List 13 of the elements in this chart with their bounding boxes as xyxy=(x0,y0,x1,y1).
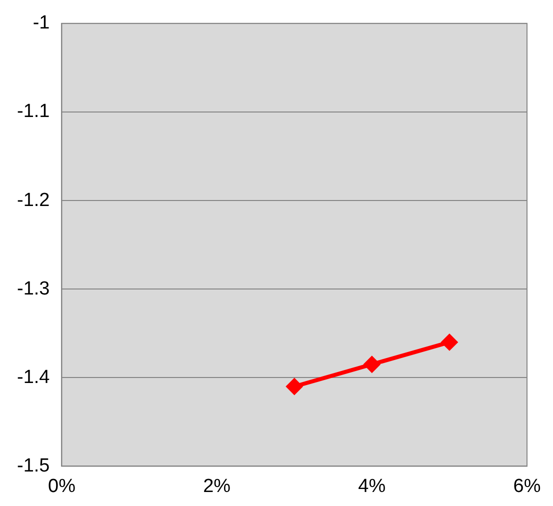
x-tick-label: 2% xyxy=(203,476,231,497)
y-tick-label: -1 xyxy=(32,12,50,34)
y-tick-label: -1.3 xyxy=(16,278,50,300)
y-tick-label: -1.4 xyxy=(16,366,50,388)
x-tick-label: 0% xyxy=(48,476,76,497)
x-tick-label: 4% xyxy=(358,476,386,497)
point xyxy=(363,356,380,373)
y-tick-label: -1.1 xyxy=(16,101,50,122)
point xyxy=(440,334,458,351)
y-tick-label: -1.2 xyxy=(16,190,50,211)
y-tick-label: -1.5 xyxy=(16,455,50,476)
point xyxy=(286,378,303,395)
x-tick-label: 6% xyxy=(513,476,541,497)
